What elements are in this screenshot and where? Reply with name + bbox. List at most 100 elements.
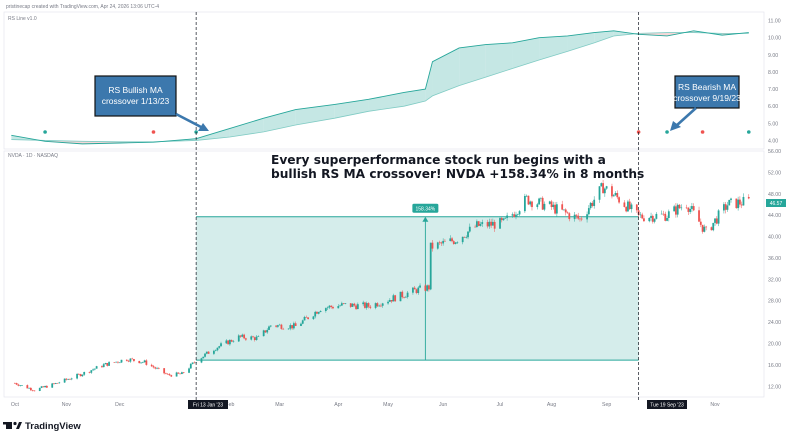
price-tick-label: 52.00 [768,170,781,176]
candle-body [90,370,93,373]
candle-body [452,241,455,245]
candle-body [374,303,377,308]
candle-body [591,202,594,206]
candle-body [255,336,258,340]
time-tick-label: Aug [547,402,556,408]
candle-body [406,292,409,297]
candle-body [44,385,46,388]
candle-body [728,199,731,206]
candle-body [715,218,718,224]
candle-body [92,369,94,371]
measure-arrow-head [422,216,429,222]
candle-body [404,296,407,298]
time-tick-label: Mar [275,402,284,408]
candle-body [513,214,516,217]
candle-body [305,316,308,318]
tradingview-logo-icon [3,421,22,429]
price-tick-label: 32.00 [768,277,781,283]
candle-body [88,371,91,373]
price-tick-label: 56.00 [768,149,781,155]
candle-body [481,222,484,224]
callout-bullish-line-2: crossover 1/13/23 [102,96,170,106]
candle-body [477,221,480,226]
candle-body [630,204,633,210]
candle-body [312,316,315,320]
candle-body [314,311,317,317]
candle-body [401,291,404,298]
candle-body [230,339,233,342]
candle-body [723,204,725,211]
candle-body [463,236,466,238]
price-tick-label: 40.00 [768,235,781,241]
candle-body [218,346,221,348]
rs-fill-segment [263,109,296,132]
measure-label: 158.34% [415,206,435,212]
candle-body [188,368,190,373]
candle-body [17,384,20,386]
candle-body [493,221,496,229]
callout-bullish: RS Bullish MA crossover 1/13/23 [94,75,209,131]
candle-body [181,372,183,375]
candle-body [220,343,222,347]
candle-body [316,311,318,314]
candle-body [735,198,738,209]
candle-body [747,196,750,199]
candle-body [45,385,48,388]
candle-body [28,387,31,389]
candle-body [289,325,292,329]
candle-body [324,308,327,311]
candle-body [529,201,532,205]
candle-body [13,383,16,384]
price-tick-label: 28.00 [768,299,781,305]
axis-marker-left-label: Fri 13 Jan '23 [193,403,223,409]
candle-body [527,195,530,205]
candle-body [319,310,322,313]
candle-body [150,364,153,367]
candle-body [268,326,270,330]
rs-tick-label: 8.00 [768,70,778,76]
candle-body [243,334,246,339]
rs-fill-segment [459,44,486,86]
time-tick-label: Jun [439,402,447,408]
candle-body [431,242,434,249]
candle-body [40,386,43,388]
candle-body [300,323,302,326]
candle-body [440,242,443,244]
rs-tick-label: 5.00 [768,121,778,127]
candle-body [143,360,146,363]
candle-body [623,202,626,207]
rs-fill-segment [567,32,595,52]
candle-body [413,287,416,290]
axis-marker-right-label: Tue 19 Sep '23 [650,403,684,409]
candle-body [467,231,469,238]
candle-body [474,226,477,228]
rs-fill-segment [425,61,433,102]
candle-body [491,221,494,226]
candle-body [152,366,155,368]
candle-body [264,330,267,333]
candle-body [108,362,110,366]
rs-fill-segment [404,89,426,107]
candle-body [200,358,203,363]
candle-body [364,302,366,308]
candle-body [541,197,544,210]
candle-body [326,307,329,309]
symbol-line: NVDA · 1D · NASDAQ [8,153,58,159]
candle-body [58,382,61,384]
candle-body [140,362,142,364]
candle-body [438,242,441,244]
candle-body [330,305,333,307]
candle-body [227,340,230,345]
candle-body [307,317,309,320]
candle-body [561,204,564,210]
time-tick-label: Feb [225,402,234,408]
candle-body [120,359,123,363]
candle-body [205,351,208,354]
candle-body [165,373,167,374]
price-tick-label: 16.00 [768,363,781,369]
candle-body [548,201,551,204]
candle-body [603,188,606,194]
brand-name: TradingView [25,421,81,432]
candle-body [294,323,297,326]
